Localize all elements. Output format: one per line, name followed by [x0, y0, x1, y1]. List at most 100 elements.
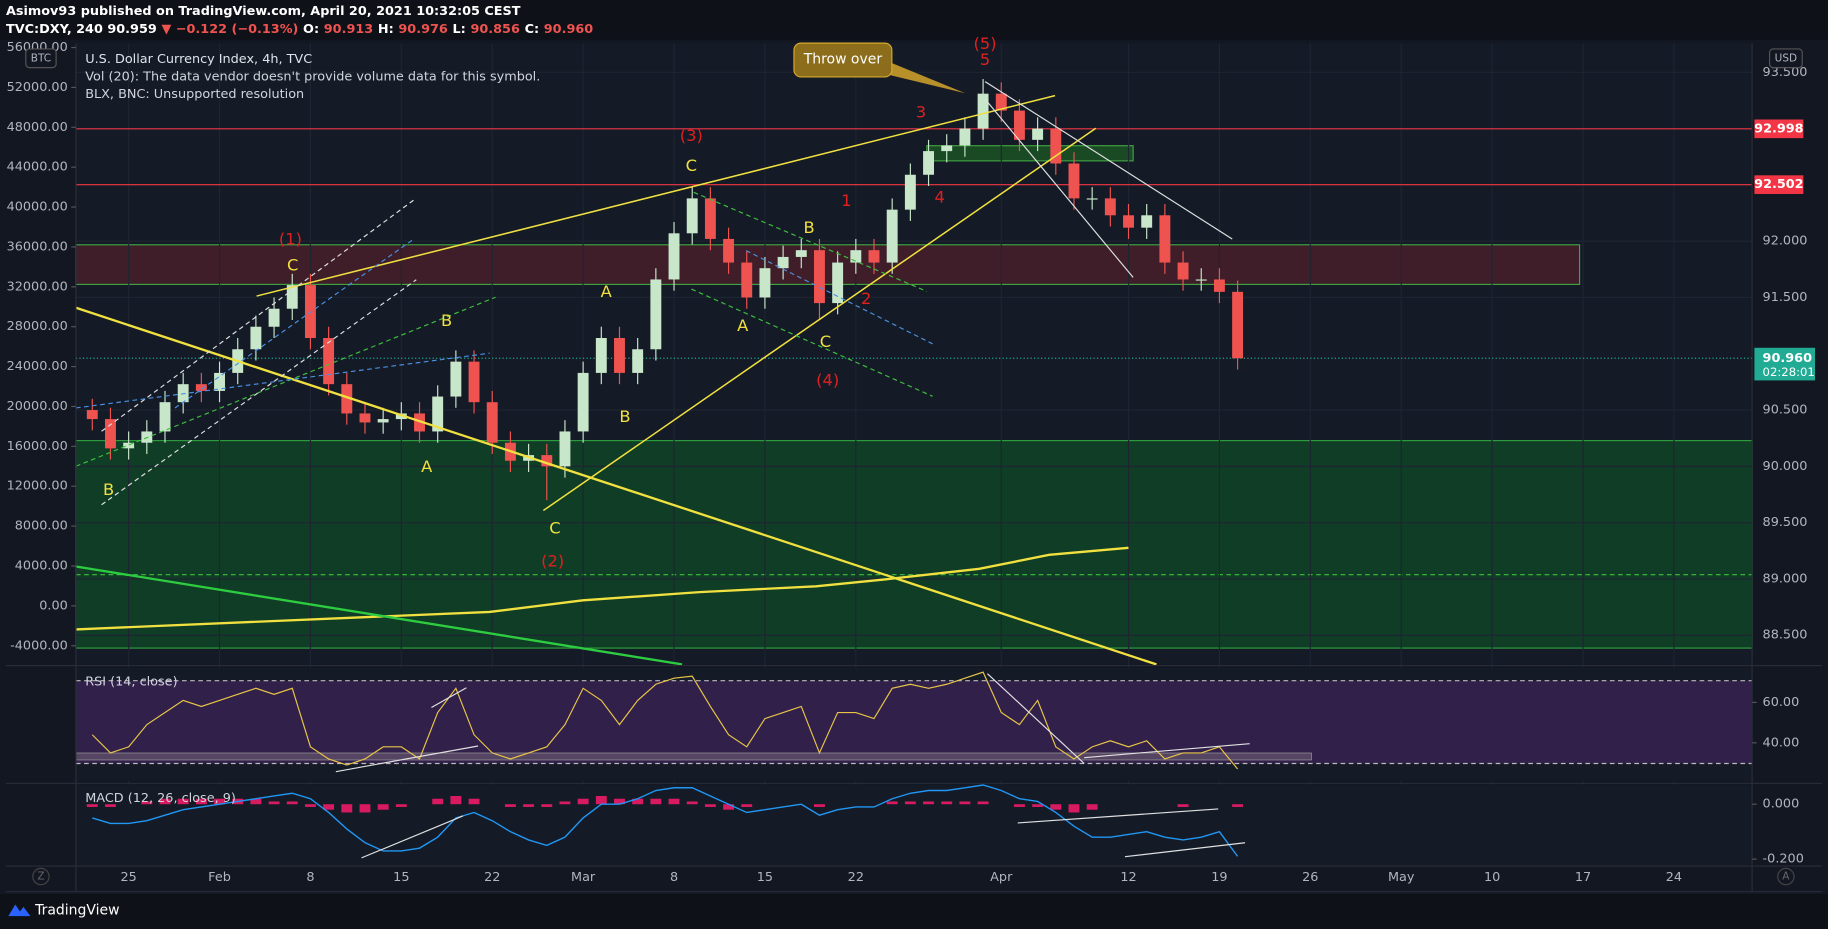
y-tick-label: 60.00 — [1763, 695, 1800, 710]
y2-tick-label: 20000.00 — [7, 399, 68, 414]
price-label-box — [1754, 175, 1804, 194]
wave-label: B — [619, 407, 630, 426]
y-tick-label: 92.000 — [1763, 234, 1808, 249]
macd-histogram-bar — [941, 801, 953, 805]
x-tick-label: Mar — [571, 870, 596, 885]
macd-histogram-bar — [450, 795, 462, 805]
candle-body — [941, 145, 953, 152]
candle-body — [123, 442, 135, 449]
y-tick-label: 89.500 — [1763, 515, 1808, 530]
x-tick-label: 15 — [757, 870, 773, 885]
trend-line — [987, 673, 1085, 764]
macd-line — [92, 784, 1239, 857]
macd-histogram-bar — [704, 804, 716, 807]
macd-histogram-bar — [723, 804, 735, 810]
moving-average — [75, 546, 1129, 631]
candle-body — [1123, 215, 1134, 228]
y-tick-label: 0.000 — [1763, 797, 1800, 812]
macd-histogram-bar — [1068, 804, 1080, 813]
channel-line — [693, 191, 928, 292]
x-tick-label: 10 — [1484, 870, 1500, 885]
brand-logo — [8, 904, 31, 917]
callout-text: Throw over — [803, 51, 883, 67]
y-tick-label: 88.500 — [1763, 628, 1808, 643]
macd-histogram-bar — [268, 801, 280, 805]
macd-histogram-bar — [1086, 804, 1098, 810]
trend-line — [256, 94, 1056, 297]
candle-body — [341, 384, 353, 414]
macd-histogram-bar — [577, 798, 589, 805]
quote-part: 90.960 — [544, 22, 594, 37]
unit-box — [25, 48, 57, 69]
y2-tick-label: -4000.00 — [10, 638, 68, 653]
candle-body — [159, 402, 171, 432]
chart-title: U.S. Dollar Currency Index, 4h, TVC — [85, 52, 312, 67]
x-tick-label: 12 — [1120, 870, 1136, 885]
candle-body — [614, 338, 625, 373]
candle-body — [86, 410, 98, 420]
macd-histogram-bar — [959, 801, 971, 805]
macd-histogram-bar — [323, 804, 335, 810]
candle-body — [777, 256, 789, 269]
wave-label: A — [737, 316, 749, 335]
candle-body — [195, 384, 207, 391]
channel-line — [745, 250, 933, 345]
candle-body — [1213, 279, 1225, 292]
candle-body — [1104, 198, 1116, 216]
macd-histogram-bar — [814, 804, 825, 807]
candle-body — [286, 285, 298, 309]
quote-part: H: — [378, 22, 394, 37]
y2-tick-label: 0.00 — [39, 598, 68, 613]
auto-button[interactable] — [1777, 867, 1795, 886]
wave-label: 5 — [980, 50, 990, 69]
candle-body — [268, 308, 280, 327]
trend-line — [1084, 743, 1250, 759]
footer — [0, 894, 1828, 929]
macd-histogram-bar — [177, 798, 189, 805]
channel-line — [101, 279, 417, 506]
candle-body — [1086, 198, 1098, 200]
rsi-band — [75, 680, 1753, 764]
indicator-panes: RSI (14, close) MACD (12, 26, close, 9) — [85, 671, 1244, 857]
candle-body — [377, 419, 389, 423]
candle-body — [923, 151, 934, 175]
macd-histogram-bar — [886, 801, 898, 805]
macd-histogram-bar — [541, 804, 553, 807]
x-tick-label: 25 — [120, 870, 136, 885]
wave-label: B — [804, 218, 815, 237]
zoom-button[interactable] — [32, 867, 50, 886]
y2-tick-label: 36000.00 — [7, 239, 68, 254]
macd-histogram-bar — [377, 804, 389, 810]
plot — [75, 79, 1753, 501]
y-tick-label: 89.000 — [1763, 571, 1808, 586]
legend-line: BLX, BNC: Unsupported resolution — [85, 87, 304, 102]
trend-line — [1124, 842, 1246, 858]
candle-body — [904, 174, 916, 210]
macd-histogram-bar — [286, 801, 298, 805]
channel-line — [75, 352, 490, 409]
callout-pointer — [868, 60, 966, 94]
wave-label: C — [820, 332, 831, 351]
candle-body — [1141, 215, 1153, 228]
drawings — [75, 81, 1233, 666]
wave-label: 2 — [861, 289, 871, 308]
candle-body — [832, 262, 844, 304]
macd-histogram-bar — [1032, 804, 1044, 807]
macd-histogram-bar — [1232, 804, 1244, 807]
wave-labels: (1) C B B A C (2) A B (3) C A B C (4) 1 … — [103, 34, 997, 571]
quote-part: O: — [303, 22, 319, 37]
candle-body — [214, 372, 225, 391]
y2-tick-label: 16000.00 — [7, 439, 68, 454]
candle-body — [650, 279, 662, 350]
header-bar — [0, 0, 1828, 40]
candle-body — [723, 238, 735, 263]
macd-histogram-bar — [304, 804, 316, 807]
auto-button-label[interactable]: A — [1782, 871, 1790, 883]
candle-body — [577, 372, 589, 432]
wave-label: (2) — [541, 551, 564, 570]
axes: 25 Feb 8 15 22 Mar 8 15 22 Apr 12 19 26 May 10 17 2493.5… — [7, 40, 1816, 885]
trend-line — [335, 745, 479, 773]
zoom-button-label[interactable]: Z — [37, 871, 44, 883]
x-tick-label: May — [1388, 870, 1415, 885]
